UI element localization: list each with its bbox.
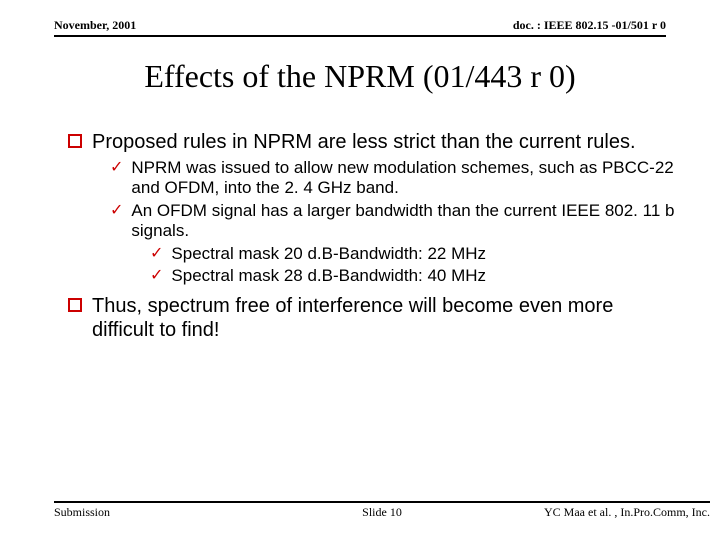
slide-footer: Submission Slide 10 YC Maa et al. , In.P… bbox=[54, 501, 710, 520]
bullet-text: Thus, spectrum free of interference will… bbox=[92, 294, 680, 342]
bullet-text: Spectral mask 28 d.B-Bandwidth: 40 MHz bbox=[171, 266, 486, 286]
bullet-level1: Thus, spectrum free of interference will… bbox=[68, 294, 680, 342]
check-icon: ✓ bbox=[110, 201, 123, 220]
square-bullet-icon bbox=[68, 134, 82, 148]
bullet-level1: Proposed rules in NPRM are less strict t… bbox=[68, 130, 680, 154]
bullet-text: Proposed rules in NPRM are less strict t… bbox=[92, 130, 636, 154]
check-icon: ✓ bbox=[110, 158, 123, 177]
slide-title: Effects of the NPRM (01/443 r 0) bbox=[0, 58, 720, 95]
footer-left: Submission bbox=[54, 505, 110, 520]
header-date: November, 2001 bbox=[54, 18, 136, 33]
bullet-level3: ✓ Spectral mask 28 d.B-Bandwidth: 40 MHz bbox=[150, 266, 680, 286]
bullet-text: Spectral mask 20 d.B-Bandwidth: 22 MHz bbox=[171, 244, 486, 264]
bullet-level3: ✓ Spectral mask 20 d.B-Bandwidth: 22 MHz bbox=[150, 244, 680, 264]
header-doc: doc. : IEEE 802.15 -01/501 r 0 bbox=[513, 18, 666, 33]
footer-slide-number: Slide 10 bbox=[362, 505, 402, 520]
check-icon: ✓ bbox=[150, 266, 163, 285]
check-icon: ✓ bbox=[150, 244, 163, 263]
slide-header: November, 2001 doc. : IEEE 802.15 -01/50… bbox=[54, 18, 666, 37]
bullet-text: NPRM was issued to allow new modulation … bbox=[131, 158, 680, 199]
bullet-text: An OFDM signal has a larger bandwidth th… bbox=[131, 201, 680, 242]
footer-author: YC Maa et al. , In.Pro.Comm, Inc. bbox=[544, 505, 710, 520]
square-bullet-icon bbox=[68, 298, 82, 312]
slide-content: Proposed rules in NPRM are less strict t… bbox=[54, 130, 680, 346]
bullet-level2: ✓ NPRM was issued to allow new modulatio… bbox=[110, 158, 680, 199]
bullet-level2: ✓ An OFDM signal has a larger bandwidth … bbox=[110, 201, 680, 242]
